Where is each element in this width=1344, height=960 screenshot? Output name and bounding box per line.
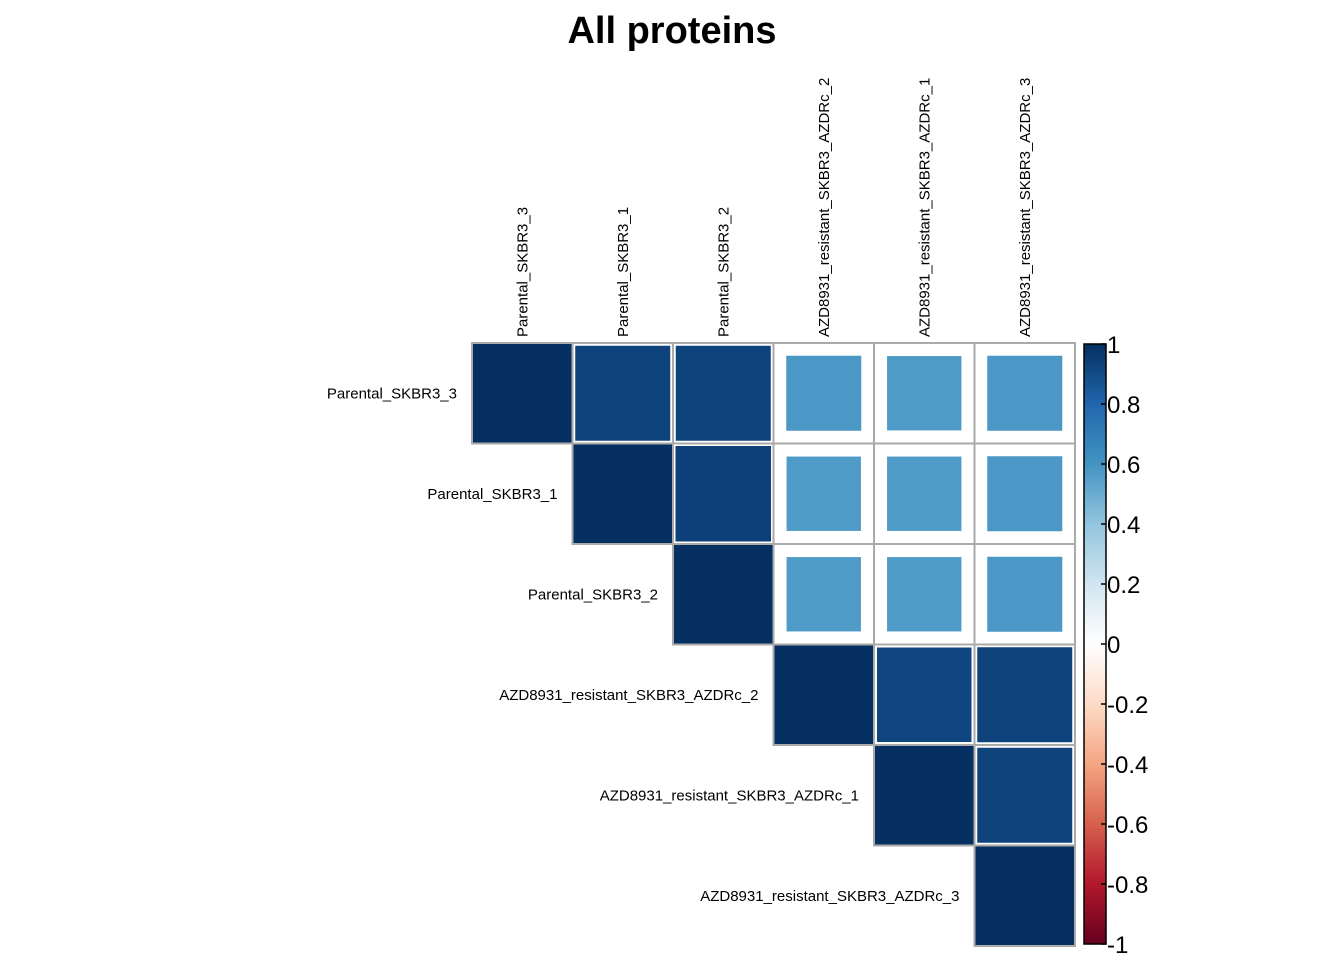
cell-1-1 — [573, 444, 672, 543]
cell-2-4 — [887, 557, 962, 632]
cell-4-5 — [977, 747, 1073, 843]
colorbar-tick-label: 0.6 — [1107, 452, 1140, 479]
column-label: Parental_SKBR3_3 — [514, 207, 531, 337]
cell-0-1 — [575, 345, 671, 441]
cell-0-0 — [473, 344, 572, 443]
row-label: Parental_SKBR3_2 — [528, 586, 658, 603]
row-label: AZD8931_resistant_SKBR3_AZDRc_1 — [600, 787, 859, 804]
column-label: AZD8931_resistant_SKBR3_AZDRc_3 — [1017, 78, 1034, 337]
cell-0-4 — [887, 356, 962, 431]
colorbar-tick-label: 0.8 — [1107, 392, 1140, 419]
cell-3-5 — [977, 647, 1073, 743]
colorbar: 1 0.8 0.6 0.4 0.2 0 -0.2 -0.4 -0.6 -0.8 -1 — [1083, 332, 1148, 959]
cell-1-4 — [887, 456, 962, 531]
cell-0-3 — [786, 355, 862, 431]
colorbar-tick-label: 0 — [1107, 632, 1120, 659]
colorbar-tick-label: 0.4 — [1107, 512, 1140, 539]
colorbar-tick-label: -0.2 — [1107, 692, 1148, 719]
cell-0-2 — [675, 345, 771, 441]
chart-title: All proteins — [567, 10, 776, 52]
cell-1-2 — [675, 446, 771, 542]
cell-3-3 — [774, 645, 873, 744]
colorbar-tick-label: 0.2 — [1107, 572, 1140, 599]
colorbar-tick-label: -0.8 — [1107, 872, 1148, 899]
row-label: AZD8931_resistant_SKBR3_AZDRc_3 — [700, 888, 959, 905]
row-label: Parental_SKBR3_1 — [427, 486, 557, 503]
cell-1-3 — [786, 456, 861, 531]
colorbar-tick-label: -1 — [1107, 932, 1128, 959]
cell-2-3 — [786, 557, 861, 632]
row-label: AZD8931_resistant_SKBR3_AZDRc_2 — [499, 687, 758, 704]
colorbar-ticks: 1 0.8 0.6 0.4 0.2 0 -0.2 -0.4 -0.6 -0.8 -1 — [1101, 332, 1148, 959]
column-label: Parental_SKBR3_2 — [715, 207, 732, 337]
column-label: AZD8931_resistant_SKBR3_AZDRc_1 — [916, 78, 933, 337]
colorbar-tick-label: 1 — [1107, 332, 1120, 359]
cell-5-5 — [975, 846, 1074, 945]
column-label: AZD8931_resistant_SKBR3_AZDRc_2 — [816, 78, 833, 337]
colorbar-tick-label: -0.6 — [1107, 812, 1148, 839]
cell-0-5 — [987, 355, 1063, 431]
row-label: Parental_SKBR3_3 — [327, 385, 457, 402]
heatmap-cells — [471, 342, 1076, 947]
column-label: Parental_SKBR3_1 — [615, 207, 632, 337]
cell-3-4 — [877, 647, 972, 742]
row-labels: Parental_SKBR3_3 Parental_SKBR3_1 Parental… — [327, 385, 960, 905]
column-labels: Parental_SKBR3_3 Parental_SKBR3_1 Parental… — [514, 78, 1034, 337]
cell-2-2 — [674, 545, 773, 644]
cell-1-5 — [987, 456, 1063, 532]
colorbar-tick-label: -0.4 — [1107, 752, 1148, 779]
cell-4-4 — [875, 746, 974, 845]
cell-2-5 — [987, 556, 1063, 632]
